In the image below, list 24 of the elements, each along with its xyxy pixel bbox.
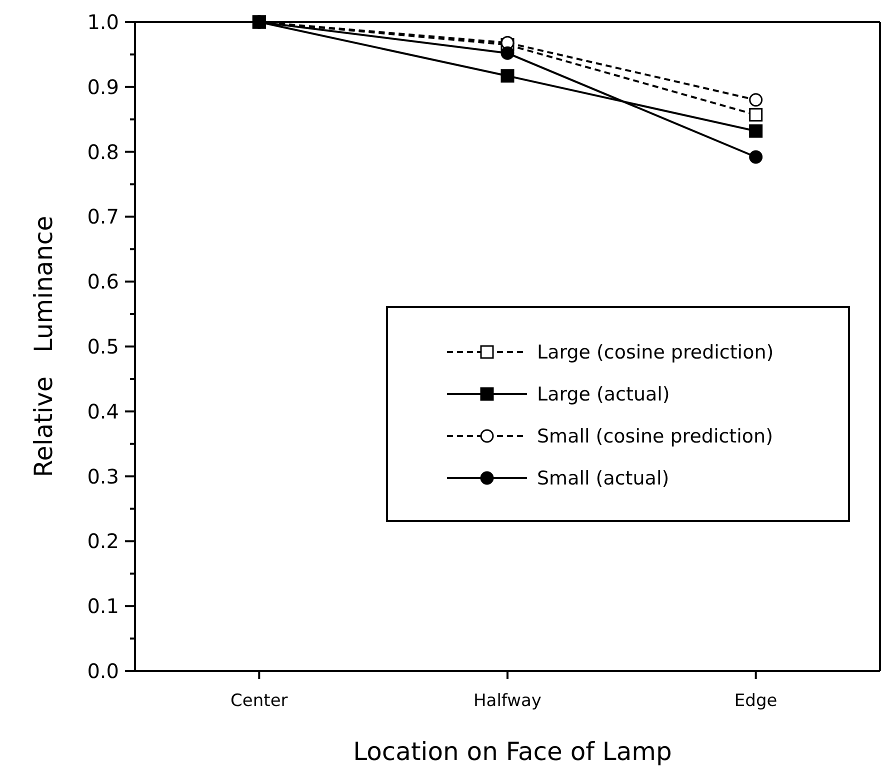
x-axis-title: Location on Face of Lamp <box>353 737 672 766</box>
y-axis-title: Relative Luminance <box>29 216 58 478</box>
legend-item: Large (actual) <box>447 384 670 406</box>
legend-label: Large (cosine prediction) <box>537 342 774 364</box>
y-tick-label: 0.3 <box>87 464 119 488</box>
y-tick-label: 0.5 <box>87 334 119 358</box>
y-tick-label: 0.4 <box>87 399 119 424</box>
y-tick-label: 1.0 <box>87 10 119 34</box>
x-tick-label: Halfway <box>474 691 542 711</box>
y-tick-label: 0.1 <box>87 594 119 618</box>
y-tick-label: 0.9 <box>87 74 119 99</box>
x-tick-label: Edge <box>734 691 778 711</box>
y-tick-label: 0.0 <box>87 659 119 683</box>
legend-item: Large (cosine prediction) <box>447 342 774 364</box>
y-tick-label: 0.2 <box>87 529 119 554</box>
legend-item: Small (cosine prediction) <box>447 426 773 448</box>
y-tick-label: 0.8 <box>87 140 119 164</box>
legend-item: Small (actual) <box>447 468 670 490</box>
legend-label: Small (cosine prediction) <box>537 426 773 448</box>
legend-label: Small (actual) <box>537 468 670 490</box>
x-tick-label: Center <box>230 691 288 711</box>
legend-label: Large (actual) <box>537 384 670 406</box>
y-tick-label: 0.7 <box>87 204 119 229</box>
y-tick-label: 0.6 <box>87 270 119 294</box>
